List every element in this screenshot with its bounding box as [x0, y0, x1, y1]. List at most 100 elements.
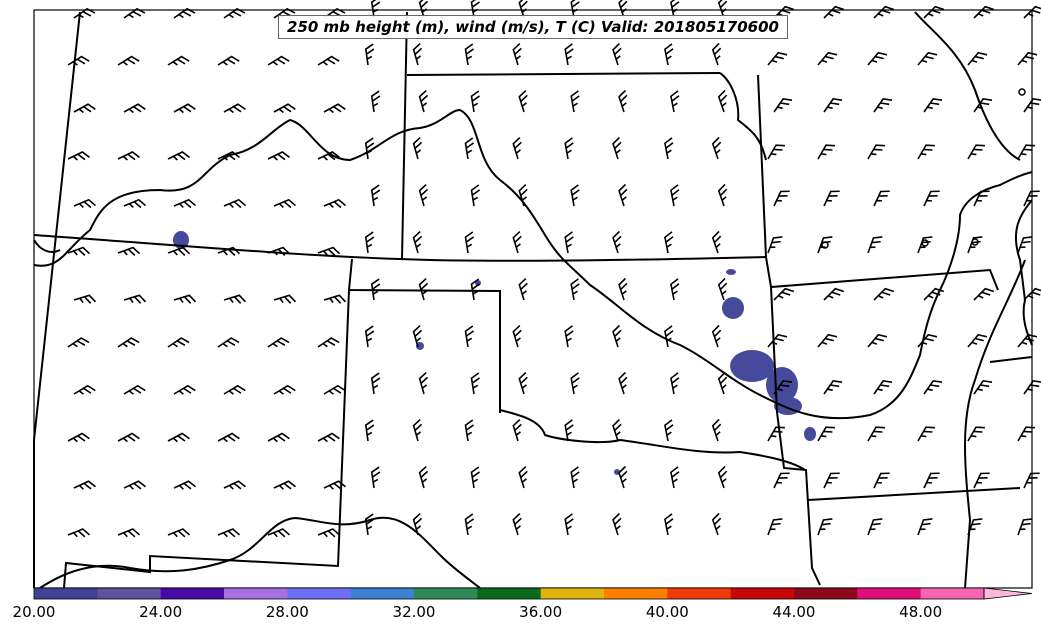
wind-barb — [717, 277, 728, 301]
wind-barb — [670, 90, 680, 113]
wind-barb — [570, 0, 580, 19]
wind-barb — [412, 512, 423, 536]
wind-barb — [873, 287, 895, 301]
wind-barb — [973, 98, 993, 113]
wind-barb — [917, 333, 938, 348]
wind-barb — [518, 277, 528, 301]
wind-barb — [418, 277, 429, 301]
wind-barb — [317, 337, 340, 348]
wind-barb — [917, 426, 935, 442]
colorbar-segment — [667, 588, 732, 599]
wind-barb — [612, 512, 622, 536]
wind-barb — [173, 103, 196, 114]
wind-barb — [370, 90, 381, 113]
wind-barb — [773, 98, 793, 113]
wind-barb — [664, 513, 674, 536]
wind-barb — [370, 466, 381, 489]
wind-barb — [973, 472, 990, 489]
wind-barb — [973, 5, 995, 19]
wind-barb — [317, 151, 340, 161]
wind-barb — [973, 380, 993, 395]
wind-barb — [117, 432, 140, 443]
wind-barb — [1017, 426, 1035, 442]
wind-barb — [73, 384, 96, 395]
wind-barb — [123, 7, 146, 19]
colorbar-segment — [730, 588, 795, 599]
wind-barb — [967, 426, 985, 442]
wind-barb — [1023, 380, 1041, 395]
wind-barb — [323, 198, 347, 209]
wind-barb — [217, 337, 240, 348]
wind-barb — [817, 51, 838, 66]
colorbar-segment — [414, 588, 478, 599]
wind-barb — [470, 0, 481, 19]
wind-barb — [464, 419, 475, 442]
wind-barb — [73, 480, 97, 490]
wind-barb — [817, 236, 833, 254]
height-contour-south — [39, 516, 481, 589]
wind-barb — [464, 325, 475, 348]
wind-barb — [173, 294, 197, 304]
wind-barb — [612, 324, 622, 348]
wind-barb — [512, 42, 522, 66]
wind-barb — [123, 384, 146, 395]
wind-barb — [823, 98, 843, 113]
wind-barb — [717, 465, 728, 489]
wind-barb — [618, 183, 628, 207]
colorbar-segment — [540, 588, 605, 599]
wind-barb — [612, 42, 622, 66]
border-east-river — [1015, 199, 1033, 346]
wind-barb — [967, 144, 985, 160]
wind-barb — [418, 89, 429, 113]
state-boundaries — [33, 9, 1033, 589]
map-frame — [33, 9, 1033, 589]
wind-barb — [817, 518, 833, 536]
wind-barb — [1023, 190, 1040, 207]
wind-barb — [817, 144, 835, 160]
wind-barb — [518, 465, 528, 489]
wind-barb — [470, 278, 481, 301]
wind-barb — [470, 372, 481, 395]
wind-barb — [217, 55, 240, 66]
wind-barb — [173, 198, 197, 209]
colorbar-segment — [477, 588, 542, 599]
border-tn — [989, 356, 1033, 363]
wind-barb — [167, 528, 191, 538]
wind-barb — [917, 518, 933, 536]
height-contour-north — [33, 108, 1033, 420]
border-tx-nm — [63, 289, 350, 589]
wind-barb — [73, 198, 97, 209]
wind-barb — [767, 144, 785, 160]
wind-barb — [967, 518, 983, 536]
wind-barb — [223, 480, 247, 490]
wind-barb — [167, 55, 190, 66]
colorbar-tick-label: 20.00 — [12, 603, 56, 621]
wind-barbs — [67, 0, 1041, 538]
wind-barb — [364, 513, 375, 536]
wind-barb — [167, 432, 190, 443]
colorbar-segment — [97, 588, 162, 599]
wind-barb — [267, 151, 290, 161]
wind-barb — [711, 230, 722, 254]
wind-barb — [618, 465, 628, 489]
wind-barb — [664, 231, 674, 254]
wind-barb — [364, 231, 375, 254]
wind-barb — [267, 55, 290, 66]
wind-barb — [773, 287, 795, 301]
wind-barb — [464, 231, 475, 254]
colorbar-segment — [160, 588, 225, 599]
wind-barb — [67, 246, 91, 256]
wind-barb — [370, 184, 381, 207]
wind-barb — [923, 5, 945, 19]
wind-barb — [117, 528, 141, 538]
wind-barb — [670, 0, 680, 19]
wind-barb — [670, 372, 680, 395]
wind-barb — [773, 190, 790, 207]
wind-barb — [1017, 236, 1033, 254]
wind-barb — [564, 43, 574, 66]
wind-barb — [470, 466, 481, 489]
map-title: 250 mb height (m), wind (m/s), T (C) Val… — [278, 15, 788, 39]
wind-barb — [618, 277, 628, 301]
wind-barb — [317, 528, 341, 538]
wind-barb — [867, 333, 888, 348]
